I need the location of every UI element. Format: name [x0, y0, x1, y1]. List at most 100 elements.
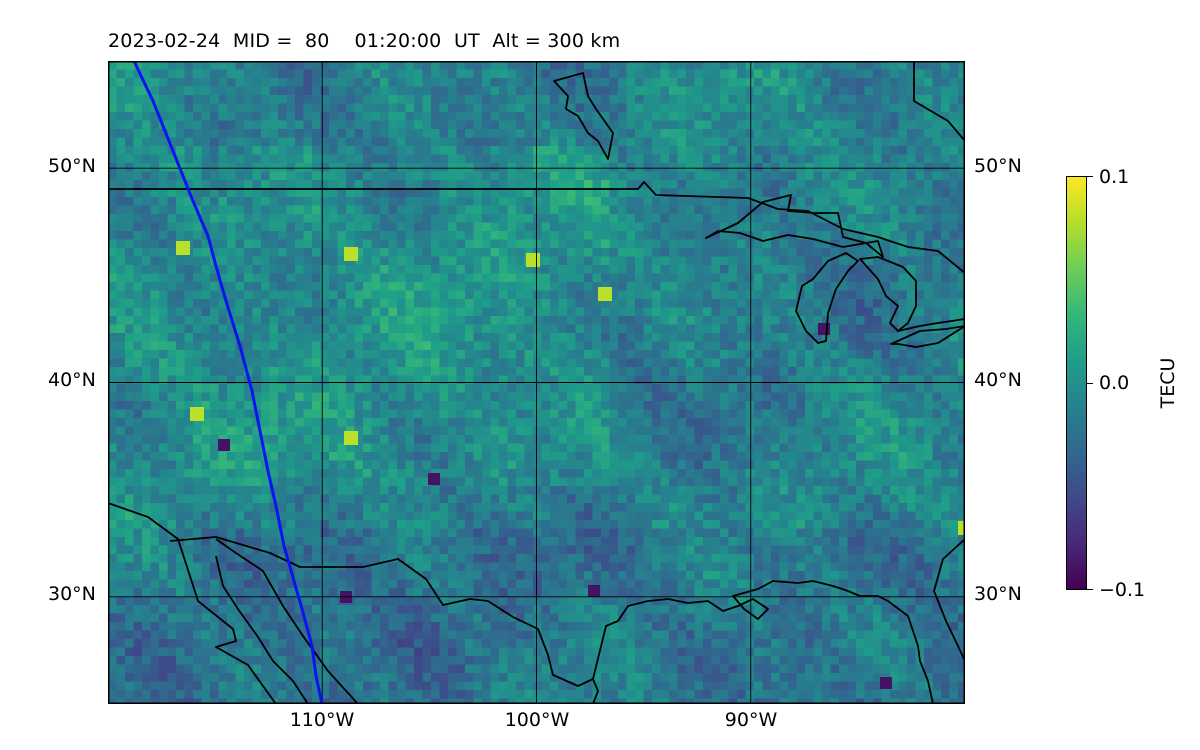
tec-cell [720, 163, 730, 173]
tec-cell [150, 307, 160, 317]
tec-cell [108, 163, 118, 173]
tec-cell [125, 171, 135, 181]
tec-cell [669, 324, 679, 334]
tec-cell [244, 358, 254, 368]
tec-cell [303, 435, 313, 445]
tec-cell [329, 316, 339, 326]
tec-cell [371, 418, 381, 428]
tec-cell [431, 103, 441, 113]
tec-cell [227, 61, 237, 71]
tec-cell [932, 214, 942, 224]
tec-cell [703, 409, 713, 419]
tec-cell [184, 324, 194, 334]
tec-cell [465, 120, 475, 130]
tec-cell [439, 426, 449, 436]
tec-cell [380, 324, 390, 334]
tec-cell [405, 392, 415, 402]
tec-cell [388, 469, 398, 479]
tec-cell [176, 188, 186, 198]
tec-cell [201, 137, 211, 147]
tec-cell [159, 333, 169, 343]
tec-cell [201, 171, 211, 181]
tec-cell [949, 307, 959, 317]
tec-cell [312, 103, 322, 113]
tec-cell [584, 163, 594, 173]
tec-cell [626, 426, 636, 436]
tec-cell [142, 333, 152, 343]
tec-cell [601, 375, 611, 385]
tec-cell [660, 452, 670, 462]
tec-cell [558, 188, 568, 198]
tec-cell [737, 231, 747, 241]
tec-cell [660, 256, 670, 266]
tec-cell [686, 61, 696, 71]
tec-cell [422, 214, 432, 224]
tec-cell [839, 78, 849, 88]
tec-cell [235, 290, 245, 300]
tec-cell [312, 129, 322, 139]
tec-cell [448, 248, 458, 258]
tec-cell [694, 401, 704, 411]
tec-cell [567, 248, 577, 258]
tec-cell [873, 384, 883, 394]
tec-cell [201, 95, 211, 105]
tec-cell [533, 154, 543, 164]
tec-cell [414, 265, 424, 275]
tec-cell [388, 154, 398, 164]
tec-cell [278, 197, 288, 207]
tec-cell [133, 282, 143, 292]
tec-cell [924, 418, 934, 428]
tec-cell [873, 154, 883, 164]
tec-cell [218, 137, 228, 147]
tec-cell [108, 409, 118, 419]
tec-cell [949, 95, 959, 105]
tec-cell [686, 103, 696, 113]
tec-cell [924, 146, 934, 156]
tec-cell [507, 401, 517, 411]
tec-cell [278, 180, 288, 190]
tec-cell [550, 426, 560, 436]
tec-cell [703, 222, 713, 232]
tec-cell [601, 333, 611, 343]
tec-cell [635, 197, 645, 207]
tec-cell [312, 452, 322, 462]
tec-cell [312, 120, 322, 130]
tec-cell [635, 418, 645, 428]
tec-cell [261, 256, 271, 266]
tec-cell [346, 180, 356, 190]
tec-cell [193, 163, 203, 173]
tec-cell [201, 477, 211, 487]
tec-cell [813, 103, 823, 113]
tec-cell [167, 265, 177, 275]
tec-cell [830, 265, 840, 275]
tec-cell [677, 282, 687, 292]
tec-cell [159, 401, 169, 411]
tec-cell [422, 426, 432, 436]
tec-cell [201, 120, 211, 130]
tec-cell [397, 367, 407, 377]
tec-cell [133, 426, 143, 436]
tec-cell [575, 61, 585, 71]
tec-cell [550, 358, 560, 368]
tec-cell [261, 154, 271, 164]
tec-cell [337, 248, 347, 258]
tec-cell [762, 299, 772, 309]
tec-cell [694, 78, 704, 88]
tec-cell [516, 171, 526, 181]
tec-cell [635, 299, 645, 309]
tec-cell [881, 69, 891, 79]
tec-cell [762, 350, 772, 360]
tec-cell [592, 307, 602, 317]
tec-cell [176, 392, 186, 402]
tec-cell [805, 460, 815, 470]
tec-cell [320, 78, 330, 88]
tec-cell [788, 163, 798, 173]
tec-cell [371, 341, 381, 351]
tec-cell [320, 367, 330, 377]
tec-cell [881, 426, 891, 436]
tec-cell [949, 282, 959, 292]
tec-cell [601, 324, 611, 334]
tec-cell [516, 78, 526, 88]
tec-cell [159, 324, 169, 334]
tec-cell [907, 443, 917, 453]
